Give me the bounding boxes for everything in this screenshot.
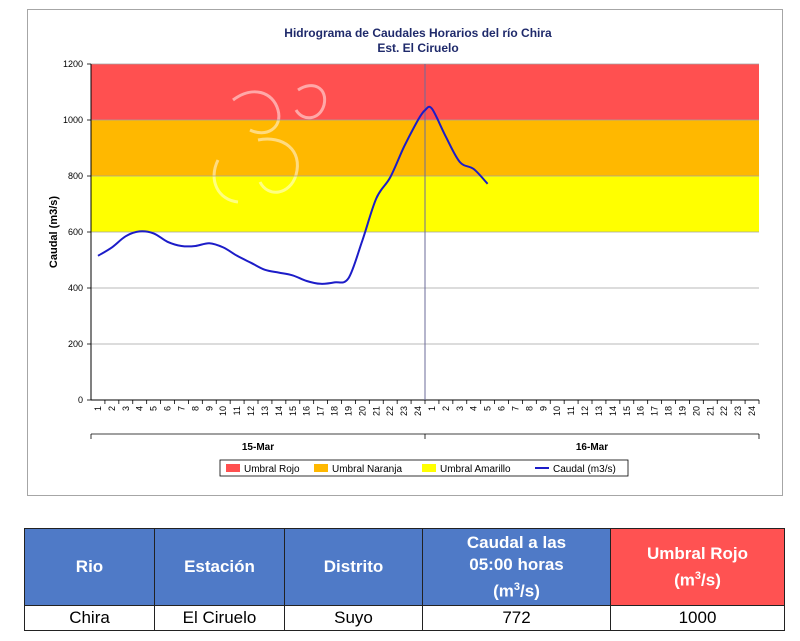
x-tick-label: 2 [107, 406, 117, 411]
x-tick-label: 15 [622, 406, 632, 416]
x-tick-label: 19 [677, 406, 687, 416]
y-tick-label: 0 [78, 395, 83, 405]
header-estacion: Estación [154, 528, 285, 606]
x-tick-label: 21 [371, 406, 381, 416]
x-tick-label: 7 [176, 406, 186, 411]
x-tick-label: 20 [357, 406, 367, 416]
chart-title: Hidrograma de Caudales Horarios del río … [284, 26, 552, 40]
x-tick-label: 10 [218, 406, 228, 416]
header-umbral-line1: Umbral Rojo [646, 543, 749, 563]
chart-subtitle: Est. El Ciruelo [377, 41, 458, 55]
hydrograph-chart: Hidrograma de Caudales Horarios del río … [27, 9, 783, 496]
x-tick-label: 1 [93, 406, 103, 411]
x-tick-label: 9 [204, 406, 214, 411]
x-tick-label: 8 [190, 406, 200, 411]
x-tick-label: 23 [733, 406, 743, 416]
header-caudal: Caudal a las 05:00 horas (m3/s) [422, 528, 611, 606]
x-tick-label: 17 [650, 406, 660, 416]
x-tick-label: 22 [719, 406, 729, 416]
legend-label: Umbral Amarillo [440, 464, 511, 475]
y-tick-label: 400 [68, 283, 83, 293]
x-tick-label: 1 [427, 406, 437, 411]
x-tick-label: 11 [232, 406, 242, 415]
x-group-label: 15-Mar [242, 442, 274, 453]
x-tick-label: 3 [455, 406, 465, 411]
cell-estacion: El Ciruelo [154, 605, 285, 631]
x-tick-label: 4 [469, 406, 479, 411]
hydrograph-svg: Hidrograma de Caudales Horarios del río … [48, 26, 760, 477]
x-tick-label: 13 [594, 406, 604, 416]
y-tick-label: 1000 [63, 115, 83, 125]
x-tick-label: 23 [399, 406, 409, 416]
x-group-label: 16-Mar [576, 442, 608, 453]
x-tick-label: 12 [246, 406, 256, 416]
x-tick-label: 9 [538, 406, 548, 411]
cell-caudal: 772 [422, 605, 611, 631]
x-tick-label: 2 [441, 406, 451, 411]
x-tick-label: 20 [691, 406, 701, 416]
legend-swatch [226, 464, 240, 472]
x-tick-label: 8 [524, 406, 534, 411]
header-caudal-line1: Caudal a las [466, 532, 567, 552]
x-tick-label: 22 [385, 406, 395, 416]
table-row: Chira El Ciruelo Suyo 772 1000 [24, 605, 785, 631]
x-tick-label: 11 [566, 406, 576, 415]
series-line-caudal [97, 105, 489, 285]
y-tick-label: 800 [68, 171, 83, 181]
x-tick-label: 24 [413, 406, 423, 416]
x-tick-label: 6 [497, 406, 507, 411]
legend-swatch [422, 464, 436, 472]
x-tick-label: 15 [288, 406, 298, 416]
cell-distrito: Suyo [284, 605, 423, 631]
table-header-row: Rio Estación Distrito Caudal a las 05:00… [24, 528, 785, 606]
y-tick-label: 1200 [63, 59, 83, 69]
header-umbral-rojo: Umbral Rojo (m3/s) [610, 528, 785, 606]
header-distrito: Distrito [284, 528, 423, 606]
x-tick-label: 14 [274, 406, 284, 416]
x-tick-label: 16 [302, 406, 312, 416]
y-axis-label: Caudal (m3/s) [48, 196, 60, 268]
x-tick-label: 6 [163, 406, 173, 411]
summary-table: Rio Estación Distrito Caudal a las 05:00… [24, 528, 785, 631]
legend-label: Umbral Naranja [332, 464, 402, 475]
header-caudal-unit: (m3/s) [493, 580, 540, 601]
x-tick-label: 16 [636, 406, 646, 416]
y-tick-label: 600 [68, 227, 83, 237]
x-tick-label: 14 [608, 406, 618, 416]
watermark-logo [212, 84, 327, 204]
header-caudal-line2: 05:00 horas [469, 554, 564, 574]
legend-label: Caudal (m3/s) [553, 464, 616, 475]
x-tick-label: 13 [260, 406, 270, 416]
x-tick-label: 3 [121, 406, 131, 411]
header-rio: Rio [24, 528, 155, 606]
legend-label: Umbral Rojo [244, 464, 300, 475]
x-tick-label: 10 [552, 406, 562, 416]
cell-umbral: 1000 [610, 605, 785, 631]
x-tick-label: 21 [705, 406, 715, 416]
header-umbral-unit: (m3/s) [674, 569, 721, 590]
x-tick-label: 24 [747, 406, 757, 416]
x-tick-label: 19 [343, 406, 353, 416]
x-tick-label: 5 [149, 406, 159, 411]
x-tick-label: 17 [316, 406, 326, 416]
x-tick-label: 18 [330, 406, 340, 416]
x-tick-label: 12 [580, 406, 590, 416]
x-tick-label: 18 [664, 406, 674, 416]
chart-legend: Umbral Rojo Umbral Naranja Umbral Amarillo… [219, 459, 629, 477]
legend-swatch [314, 464, 328, 472]
y-tick-label: 200 [68, 339, 83, 349]
x-tick-label: 4 [135, 406, 145, 411]
x-tick-label: 5 [483, 406, 493, 411]
x-tick-label: 7 [510, 406, 520, 411]
cell-rio: Chira [24, 605, 155, 631]
